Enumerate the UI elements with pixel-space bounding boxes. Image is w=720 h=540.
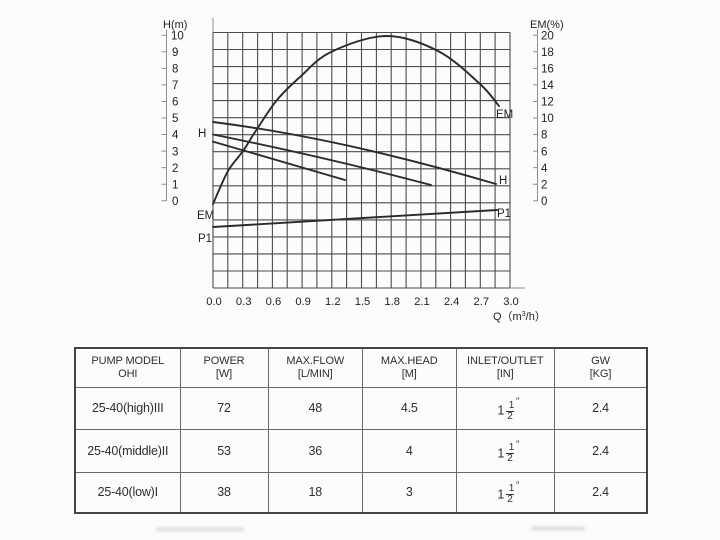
svg-text:0.3: 0.3 [236, 296, 252, 308]
svg-text:2.1: 2.1 [414, 296, 430, 308]
svg-text:Q（m3/h）: Q（m3/h） [493, 310, 546, 323]
svg-text:4: 4 [541, 163, 548, 175]
svg-text:3.0: 3.0 [503, 296, 519, 308]
svg-text:0.9: 0.9 [295, 296, 311, 308]
svg-text:6: 6 [172, 97, 178, 109]
svg-text:4: 4 [172, 130, 179, 142]
svg-text:16: 16 [541, 64, 554, 76]
svg-text:P1: P1 [497, 208, 511, 220]
svg-text:0.0: 0.0 [206, 296, 222, 308]
svg-text:0: 0 [172, 196, 178, 208]
svg-text:EM: EM [496, 109, 513, 121]
svg-text:3: 3 [172, 146, 178, 158]
svg-text:12: 12 [541, 97, 554, 109]
svg-text:7: 7 [172, 80, 178, 92]
svg-text:8: 8 [172, 64, 178, 76]
svg-text:5: 5 [172, 113, 178, 125]
svg-text:14: 14 [541, 80, 554, 92]
svg-text:10: 10 [541, 113, 554, 125]
svg-text:6: 6 [541, 146, 547, 158]
svg-text:2: 2 [172, 163, 178, 175]
svg-text:EM(%): EM(%) [530, 19, 564, 31]
svg-text:H(m): H(m) [163, 19, 187, 31]
svg-text:10: 10 [171, 31, 184, 43]
svg-text:EM: EM [197, 210, 214, 222]
svg-text:9: 9 [172, 47, 178, 59]
svg-text:P1: P1 [198, 233, 212, 245]
svg-text:20: 20 [541, 31, 554, 43]
svg-text:2.4: 2.4 [444, 296, 460, 308]
svg-text:0: 0 [541, 196, 547, 208]
svg-text:18: 18 [541, 47, 554, 59]
svg-text:0.6: 0.6 [266, 296, 282, 308]
svg-text:2: 2 [541, 179, 547, 191]
svg-text:2.7: 2.7 [474, 296, 490, 308]
svg-text:H: H [499, 175, 507, 187]
svg-text:H: H [198, 128, 206, 140]
svg-text:1.5: 1.5 [355, 296, 371, 308]
svg-text:1.2: 1.2 [325, 296, 341, 308]
svg-text:1.8: 1.8 [384, 296, 400, 308]
svg-text:8: 8 [541, 130, 547, 142]
svg-text:1: 1 [172, 179, 178, 191]
